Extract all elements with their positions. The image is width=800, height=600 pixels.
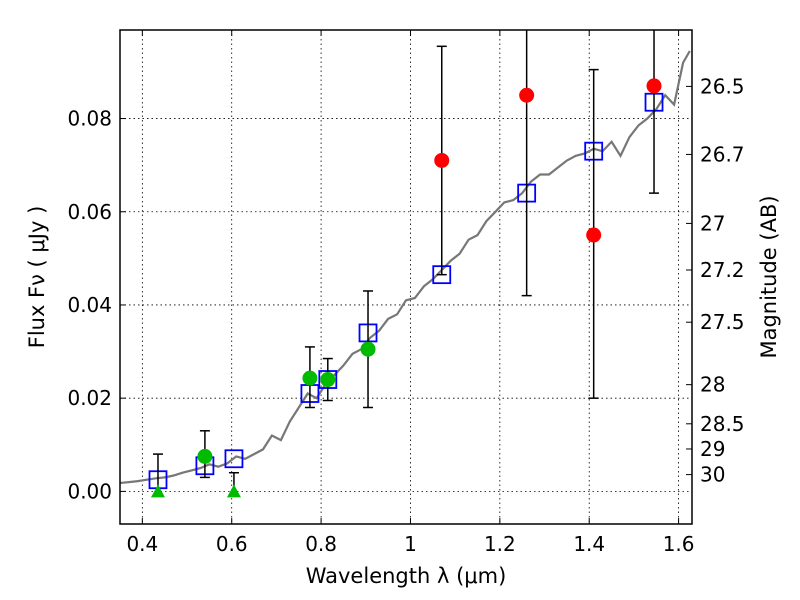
plot-frame xyxy=(119,29,693,525)
y2-tick-label: 27.2 xyxy=(700,258,745,282)
optical-data-point xyxy=(302,370,318,386)
x-tick-label: 1.4 xyxy=(573,532,605,556)
y-axis-label: Flux Fν ( μJy ) xyxy=(25,206,49,349)
y2-tick-label: 26.7 xyxy=(700,142,745,166)
grid-lines xyxy=(120,30,692,524)
x-tick-label: 1.2 xyxy=(484,532,516,556)
y-tick-label: 0.02 xyxy=(67,386,112,410)
model-photometry-square xyxy=(224,449,244,469)
nir-data-point xyxy=(586,227,602,243)
nir-data-point xyxy=(519,87,535,103)
x-tick-label: 0.6 xyxy=(216,532,248,556)
y-tick-label: 0.06 xyxy=(67,200,112,224)
plot-area-series xyxy=(120,30,691,498)
y2-tick-label: 27.5 xyxy=(700,310,745,334)
x-axis-label: Wavelength λ (μm) xyxy=(306,564,507,588)
x-tick-label: 1.6 xyxy=(663,532,695,556)
nir-data-point xyxy=(646,78,662,94)
y2-tick-label: 28 xyxy=(700,373,725,397)
spectrum-line xyxy=(120,50,691,485)
upper-limit-triangle xyxy=(226,484,241,498)
x-tick-label: 0.8 xyxy=(305,532,337,556)
y2-tick-label: 30 xyxy=(700,463,725,487)
y2-axis-label: Magnitude (AB) xyxy=(757,195,781,358)
optical-data-point xyxy=(360,341,376,357)
y-tick-label: 0.08 xyxy=(67,107,112,131)
y2-tick-label: 28.5 xyxy=(700,412,745,436)
optical-data-point xyxy=(197,448,213,464)
axis-ticks: 0.4 0.6 0.8 1 1.2 1.4 1.6 0.00 0.02 0.04 0.06 0.08 2… xyxy=(67,30,745,556)
upper-limit-triangle xyxy=(150,484,165,498)
y2-tick-label: 26.5 xyxy=(700,74,745,98)
optical-data-point xyxy=(320,372,336,388)
y-tick-label: 0.04 xyxy=(67,293,112,317)
x-tick-label: 1 xyxy=(404,532,417,556)
nir-data-point xyxy=(434,152,450,168)
y2-tick-label: 27 xyxy=(700,211,725,235)
x-tick-label: 0.4 xyxy=(126,532,158,556)
y-tick-label: 0.00 xyxy=(67,479,112,503)
y2-tick-label: 29 xyxy=(700,437,725,461)
